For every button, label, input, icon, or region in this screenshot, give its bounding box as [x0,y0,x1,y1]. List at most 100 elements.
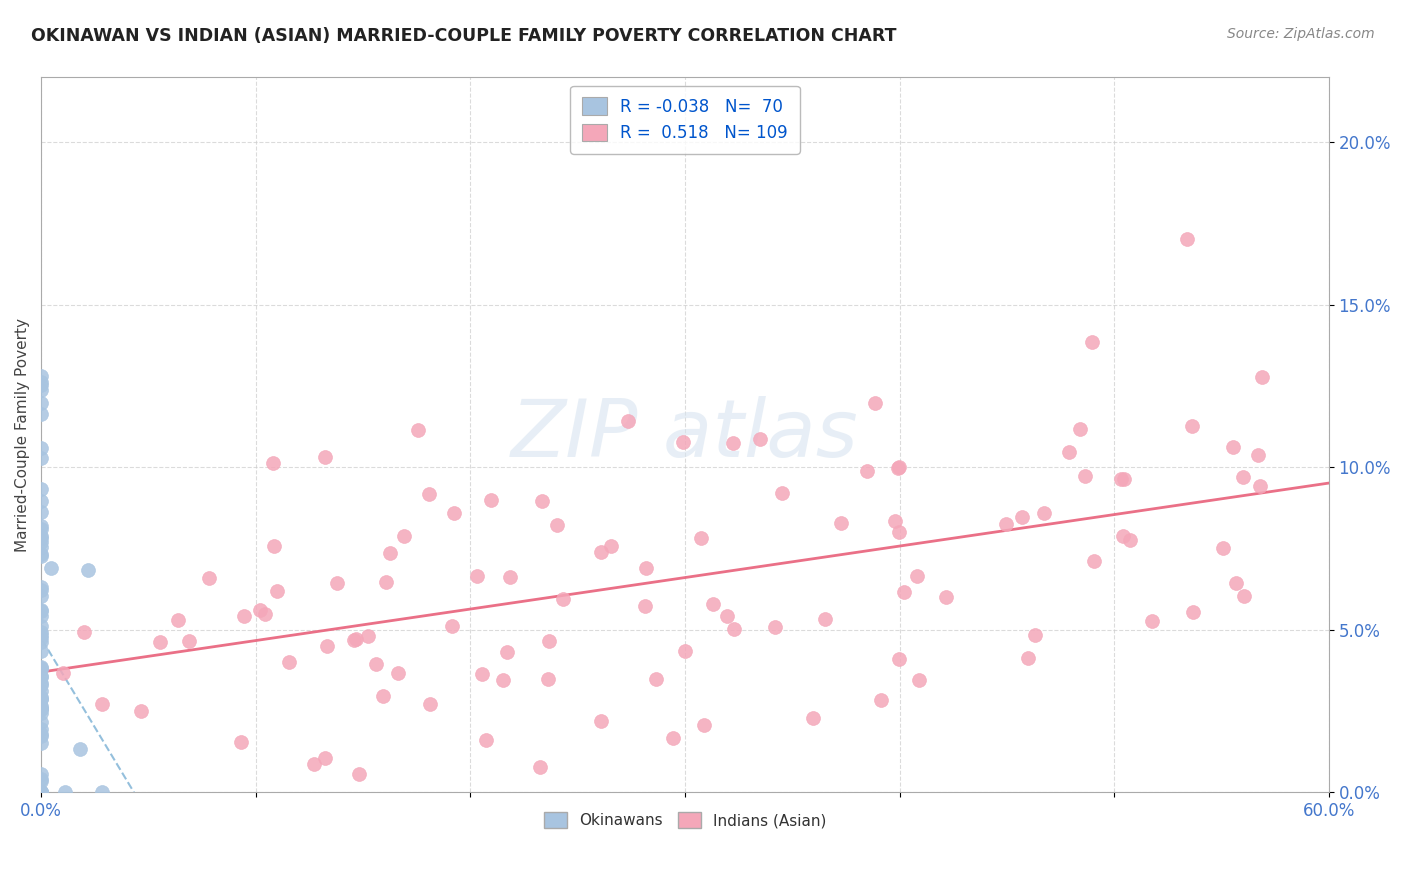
Text: Source: ZipAtlas.com: Source: ZipAtlas.com [1227,27,1375,41]
Point [30,700,52,714]
Point [492,673,515,688]
Point [387,665,409,680]
Point [30,715,52,730]
Point [30,549,52,563]
Point [887,459,910,474]
Point [471,666,494,681]
Point [30,589,52,603]
Point [537,634,560,648]
Point [530,493,553,508]
Point [253,607,276,621]
Point [91,785,114,799]
Point [232,609,254,624]
Point [39,561,62,575]
Point [1114,472,1136,486]
Point [30,774,52,789]
Point [30,529,52,543]
Point [672,434,695,449]
Point [364,657,387,672]
Point [278,655,301,669]
Point [30,407,52,421]
Point [30,766,52,780]
Point [30,396,52,410]
Point [129,704,152,718]
Point [907,673,929,687]
Point [30,691,52,706]
Point [406,423,429,437]
Point [30,702,52,716]
Point [693,718,716,732]
Point [30,785,52,799]
Point [30,547,52,561]
Point [30,785,52,799]
Point [30,505,52,519]
Point [1074,468,1097,483]
Point [167,613,190,627]
Point [30,378,52,392]
Point [1080,335,1102,350]
Point [30,772,52,786]
Point [1222,440,1244,454]
Point [30,722,52,736]
Point [689,531,711,545]
Point [1017,651,1039,665]
Point [314,751,336,765]
Point [229,734,252,748]
Point [30,494,52,508]
Point [537,672,560,686]
Point [30,675,52,690]
Point [52,665,75,680]
Point [30,519,52,533]
Point [830,516,852,531]
Point [263,539,285,553]
Point [1032,506,1054,520]
Point [30,785,52,799]
Point [302,757,325,772]
Point [30,684,52,698]
Point [600,539,623,553]
Point [905,569,928,583]
Point [418,487,440,501]
Point [149,635,172,649]
Text: OKINAWAN VS INDIAN (ASIAN) MARRIED-COUPLE FAMILY POVERTY CORRELATION CHART: OKINAWAN VS INDIAN (ASIAN) MARRIED-COUPL… [31,27,897,45]
Point [702,597,724,611]
Point [1181,606,1204,620]
Point [30,727,52,741]
Point [53,785,76,799]
Point [1011,510,1033,524]
Point [1059,445,1081,459]
Point [465,568,488,582]
Point [30,580,52,594]
Point [378,546,401,560]
Point [1083,554,1105,568]
Point [30,535,52,549]
Point [30,785,52,799]
Point [30,785,52,799]
Point [77,564,100,578]
Point [1109,472,1132,486]
Point [30,729,52,743]
Point [30,643,52,657]
Point [1247,448,1270,462]
Point [1175,232,1198,246]
Point [1233,589,1256,603]
Point [591,545,613,559]
Point [30,531,52,545]
Point [30,482,52,496]
Point [30,624,52,639]
Point [266,584,288,599]
Point [763,620,786,634]
Point [1142,615,1164,629]
Point [1024,627,1046,641]
Point [198,571,221,585]
Point [30,785,52,799]
Point [30,603,52,617]
Point [770,485,793,500]
Point [30,690,52,705]
Point [30,375,52,389]
Point [30,628,52,642]
Point [30,541,52,555]
Point [887,525,910,540]
Point [30,662,52,676]
Point [373,689,395,703]
